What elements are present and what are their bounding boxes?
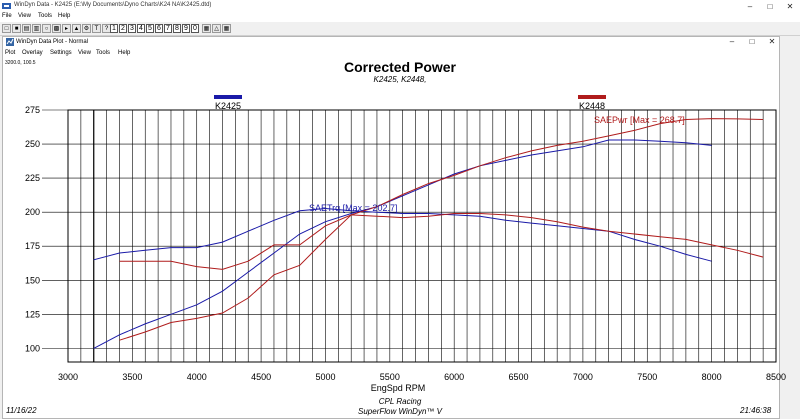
app-window-title: WinDyn Data - K2425 (E:\My Documents\Dyn…: [14, 2, 212, 8]
x-tick-label: 6000: [444, 372, 464, 382]
print-time: 21:46:38: [740, 406, 772, 415]
menu-view[interactable]: View: [18, 13, 31, 19]
x-tick-label: 4000: [187, 372, 207, 382]
torque-max-annotation: SAETrq [Max = 202.7]: [309, 203, 397, 213]
legend-label: K2425: [215, 101, 241, 111]
x-tick-label: 8000: [702, 372, 722, 382]
run-6-button[interactable]: 6: [155, 24, 163, 33]
plot-window-titlebar: [3, 37, 779, 47]
series-line-k2425-saepwr: [93, 139, 712, 349]
menu-view[interactable]: View: [78, 50, 91, 56]
y-tick-label: 175: [25, 241, 40, 251]
print-date: 11/16/22: [6, 406, 37, 415]
plot-maximize-icon[interactable]: □: [749, 37, 755, 46]
plot-window-title: WinDyn Data Plot - Normal: [16, 39, 89, 45]
x-axis-label: EngSpd RPM: [371, 383, 426, 393]
run-2-button[interactable]: 2: [119, 24, 127, 33]
chart-title: Corrected Power: [343, 59, 457, 75]
settings-icon[interactable]: ⚙: [82, 24, 91, 33]
plot-area: [67, 109, 777, 363]
minimize-icon[interactable]: –: [747, 1, 753, 11]
app-logo-icon: [2, 2, 11, 10]
menu-plot[interactable]: Plot: [5, 50, 16, 56]
x-tick-label: 8500: [766, 372, 786, 382]
chart-icon[interactable]: ▲: [72, 24, 81, 33]
cursor-coordinates: 3200.0, 100.5: [5, 60, 36, 66]
software-name: SuperFlow WinDyn™ V: [358, 407, 442, 416]
run-5-button[interactable]: 5: [146, 24, 154, 33]
app-toolbar: [0, 22, 800, 36]
chart-subtitle: K2425, K2448,: [373, 75, 427, 84]
copy-icon[interactable]: ▩: [52, 24, 61, 33]
play-icon[interactable]: ▸: [62, 24, 71, 33]
run-9-button[interactable]: 9: [182, 24, 190, 33]
y-tick-label: 125: [25, 309, 40, 319]
print-icon[interactable]: ▤: [22, 24, 31, 33]
menu-help[interactable]: Help: [118, 50, 131, 56]
plot-minimize-icon[interactable]: –: [729, 37, 735, 46]
table-icon[interactable]: ▦: [222, 24, 231, 33]
filter-icon[interactable]: △: [212, 24, 221, 33]
y-tick-label: 250: [25, 139, 40, 149]
x-tick-label: 5000: [315, 372, 335, 382]
menu-overlay[interactable]: Overlay: [22, 50, 43, 56]
run-7-button[interactable]: 7: [164, 24, 172, 33]
run-1-button[interactable]: 1: [110, 24, 118, 33]
x-tick-label: 5500: [380, 372, 400, 382]
zoom-icon[interactable]: ○: [42, 24, 51, 33]
app-menubar: [0, 12, 800, 22]
open-folder-icon[interactable]: □: [2, 24, 11, 33]
run-0-button[interactable]: 0: [191, 24, 199, 33]
menu-tools[interactable]: Tools: [96, 50, 111, 56]
plot-window-icon: [6, 38, 14, 46]
y-tick-label: 150: [25, 275, 40, 285]
power-max-annotation: SAEPwr [Max = 268.7]: [594, 115, 685, 125]
series-line-k2448-saetrq: [119, 213, 764, 270]
menu-tools[interactable]: Tools: [38, 13, 53, 19]
run-4-button[interactable]: 4: [137, 24, 145, 33]
y-tick-label: 200: [25, 207, 40, 217]
x-tick-label: 7500: [637, 372, 657, 382]
x-tick-label: 3000: [58, 372, 78, 382]
legend-label: K2448: [579, 101, 605, 111]
page-setup-icon[interactable]: ▥: [32, 24, 41, 33]
plot-menubar: [3, 48, 779, 58]
menu-file[interactable]: File: [2, 13, 12, 19]
y-tick-label: 100: [25, 343, 40, 353]
y-tick-label: 275: [25, 105, 40, 115]
run-3-button[interactable]: 3: [128, 24, 136, 33]
series-line-k2448-saepwr: [119, 118, 764, 341]
plot-close-icon[interactable]: ✕: [768, 37, 776, 46]
app-titlebar: [0, 0, 800, 12]
run-8-button[interactable]: 8: [173, 24, 181, 33]
company-name: CPL Racing: [378, 397, 422, 406]
legend-swatch: [578, 95, 606, 99]
x-tick-label: 7000: [573, 372, 593, 382]
close-icon[interactable]: ✕: [786, 1, 794, 11]
x-tick-label: 3500: [122, 372, 142, 382]
x-tick-label: 6500: [509, 372, 529, 382]
menu-settings[interactable]: Settings: [50, 50, 72, 56]
y-tick-label: 225: [25, 173, 40, 183]
x-tick-label: 4500: [251, 372, 271, 382]
menu-help[interactable]: Help: [58, 13, 71, 19]
maximize-icon[interactable]: □: [767, 1, 773, 11]
vertical-scrollbar[interactable]: [790, 36, 800, 419]
text-icon[interactable]: T: [92, 24, 101, 33]
legend-swatch: [214, 95, 242, 99]
overlay-icon[interactable]: ▦: [202, 24, 211, 33]
save-icon[interactable]: ■: [12, 24, 21, 33]
